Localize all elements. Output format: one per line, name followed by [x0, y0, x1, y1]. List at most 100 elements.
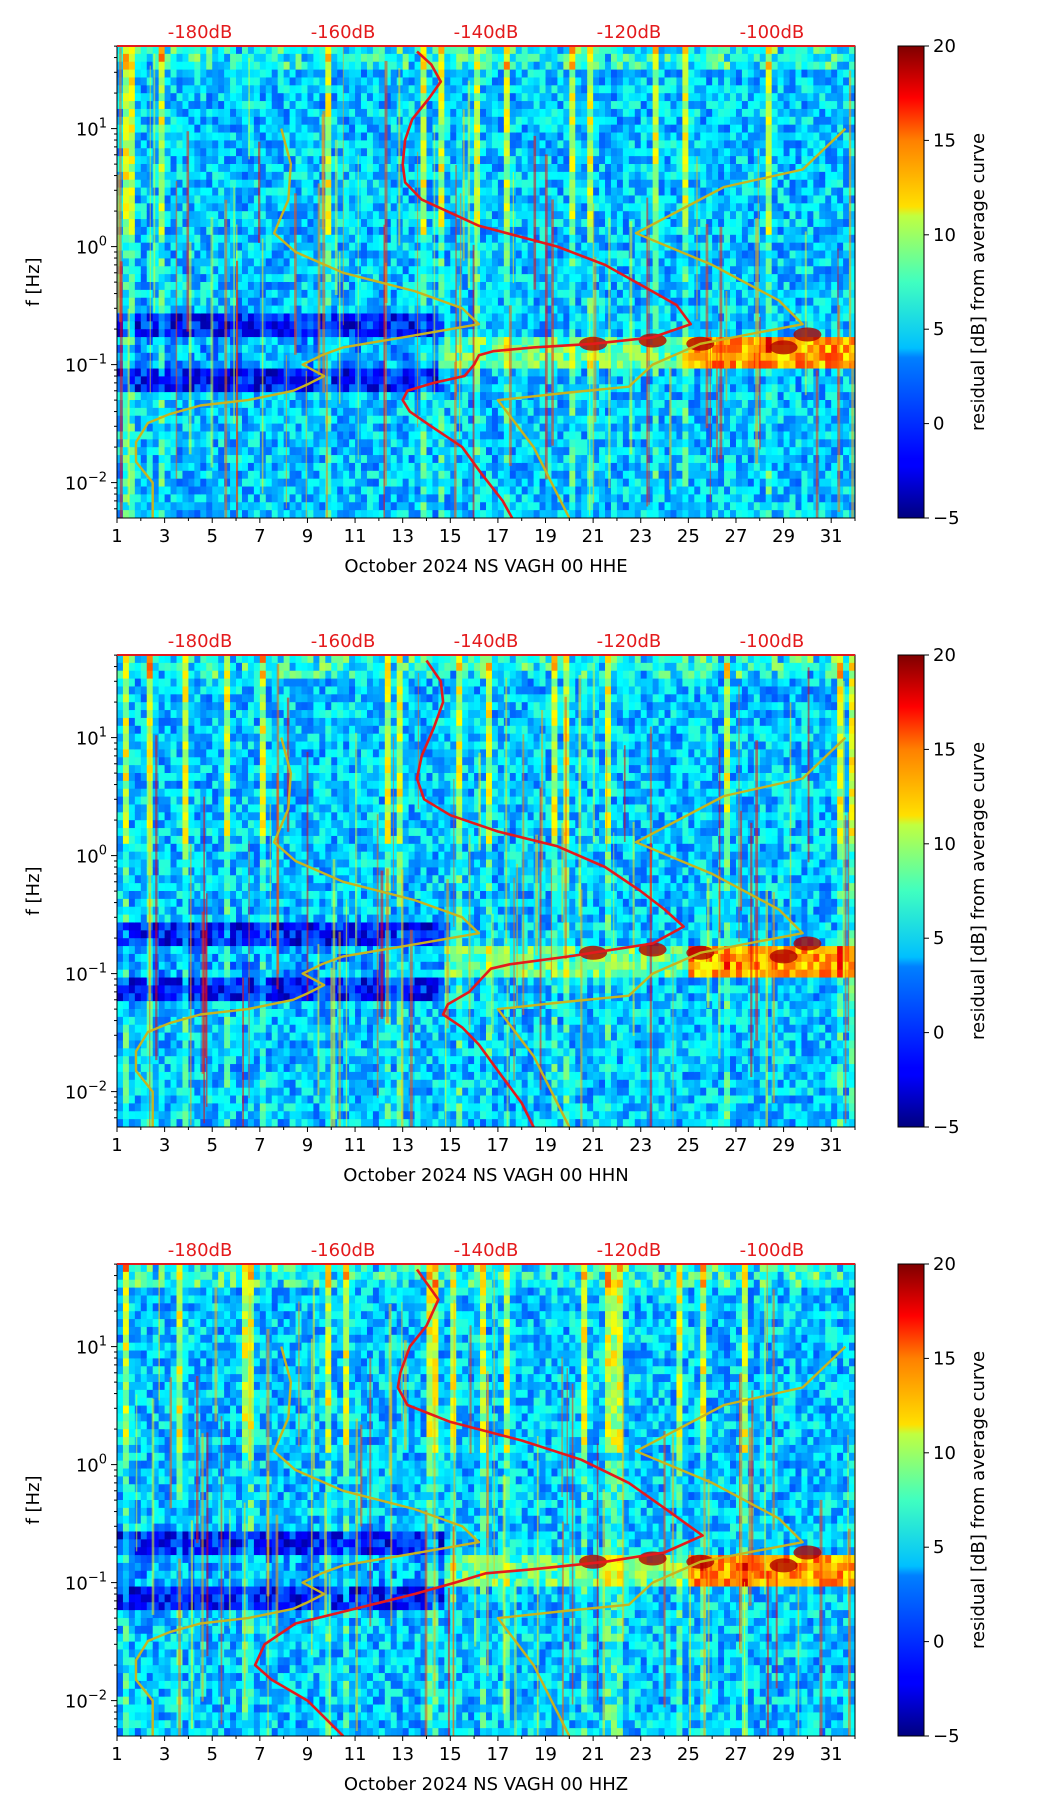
x-tick-label: 9 — [302, 526, 313, 547]
x-axis-label: October 2024 NS VAGH 00 HHZ — [344, 1774, 628, 1795]
spectrogram — [117, 1264, 855, 1736]
colorbar-tick-label: 0 — [933, 1632, 944, 1653]
colorbar-tick-label: 0 — [933, 1023, 944, 1044]
y-tick-label: 10−1 — [65, 353, 107, 377]
top-db-label: -120dB — [597, 1240, 662, 1261]
x-tick-label: 11 — [344, 1135, 367, 1156]
x-tick-label: 3 — [159, 1744, 170, 1765]
x-tick-label: 29 — [772, 526, 795, 547]
y-axis-label: f [Hz] — [23, 1475, 44, 1524]
colorbar-tick-label: 10 — [933, 834, 956, 855]
x-tick-label: 7 — [254, 1135, 265, 1156]
x-tick-label: 29 — [772, 1135, 795, 1156]
x-tick-label: 15 — [439, 1135, 462, 1156]
colorbar-tick-label: −5 — [933, 1726, 960, 1747]
y-tick-label: 10−2 — [65, 471, 107, 495]
x-tick-label: 17 — [486, 1135, 509, 1156]
top-db-label: -100dB — [740, 631, 805, 652]
y-tick-label: 101 — [76, 726, 107, 750]
x-tick-label: 7 — [254, 526, 265, 547]
x-tick-label: 13 — [391, 526, 414, 547]
colorbar-label: residual [dB] from average curve — [968, 742, 989, 1040]
colorbar-tick-label: 20 — [933, 1254, 956, 1275]
y-tick-label: 10−2 — [65, 1689, 107, 1713]
x-tick-label: 19 — [534, 1135, 557, 1156]
colorbar-tick-label: 10 — [933, 225, 956, 246]
nhnm-curve — [496, 127, 847, 518]
average-psd-curve — [401, 50, 693, 518]
x-tick-label: 9 — [302, 1744, 313, 1765]
y-axis-label: f [Hz] — [23, 866, 44, 915]
x-tick-label: 19 — [534, 1744, 557, 1765]
top-db-label: -100dB — [740, 22, 805, 43]
colorbar-tick-label: 10 — [933, 1443, 956, 1464]
x-tick-label: 17 — [486, 526, 509, 547]
colorbar-tick-label: 5 — [933, 928, 944, 949]
x-tick-label: 27 — [725, 1744, 748, 1765]
x-tick-label: 11 — [344, 526, 367, 547]
average-psd-curve — [415, 659, 685, 1127]
colorbar — [897, 45, 925, 519]
colorbar-tick-label: 20 — [933, 36, 956, 57]
top-db-label: -160dB — [311, 631, 376, 652]
nlnm-curve — [134, 737, 481, 1127]
colorbar-label: residual [dB] from average curve — [968, 133, 989, 431]
average-psd-curve — [253, 1268, 704, 1736]
panel-hhn: 1 3 5 7 9 11 13 15 17 19 21 23 25 27 29 3110−210−110010… — [23, 631, 989, 1186]
x-tick-label: 31 — [820, 526, 843, 547]
colorbar-tick-label: −5 — [933, 508, 960, 529]
x-tick-label: 23 — [629, 526, 652, 547]
x-tick-label: 29 — [772, 1744, 795, 1765]
x-tick-label: 17 — [486, 1744, 509, 1765]
colorbar-tick-label: 5 — [933, 1537, 944, 1558]
top-db-label: -140dB — [454, 1240, 519, 1261]
top-db-label: -180dB — [168, 1240, 233, 1261]
top-db-label: -180dB — [168, 631, 233, 652]
x-axis-label: October 2024 NS VAGH 00 HHN — [343, 1165, 628, 1186]
x-tick-label: 21 — [582, 1135, 605, 1156]
x-tick-label: 23 — [629, 1135, 652, 1156]
x-tick-label: 7 — [254, 1744, 265, 1765]
y-tick-label: 10−1 — [65, 962, 107, 986]
spectrogram — [117, 655, 855, 1127]
panel-hhz: 1 3 5 7 9 11 13 15 17 19 21 23 25 27 29 3110−210−110010… — [23, 1240, 989, 1795]
spectrogram — [117, 46, 855, 518]
colorbar — [897, 654, 925, 1128]
x-tick-label: 3 — [159, 1135, 170, 1156]
x-tick-label: 11 — [344, 1744, 367, 1765]
nlnm-curve — [134, 128, 481, 518]
y-tick-label: 10−2 — [65, 1080, 107, 1104]
x-tick-label: 15 — [439, 526, 462, 547]
colorbar-tick-label: 20 — [933, 645, 956, 666]
y-tick-label: 100 — [76, 844, 107, 868]
y-tick-label: 100 — [76, 235, 107, 259]
x-tick-label: 13 — [391, 1744, 414, 1765]
x-tick-label: 27 — [725, 1135, 748, 1156]
x-tick-label: 23 — [629, 1744, 652, 1765]
x-tick-label: 25 — [677, 526, 700, 547]
top-db-label: -140dB — [454, 22, 519, 43]
x-tick-label: 1 — [111, 1135, 122, 1156]
x-tick-label: 21 — [582, 1744, 605, 1765]
x-tick-label: 5 — [206, 526, 217, 547]
colorbar-tick-label: 15 — [933, 130, 956, 151]
x-tick-label: 25 — [677, 1135, 700, 1156]
x-axis-label: October 2024 NS VAGH 00 HHE — [344, 556, 627, 577]
colorbar-tick-label: 15 — [933, 739, 956, 760]
colorbar-tick-label: 15 — [933, 1348, 956, 1369]
y-tick-label: 101 — [76, 117, 107, 141]
x-tick-label: 19 — [534, 526, 557, 547]
x-tick-label: 1 — [111, 1744, 122, 1765]
x-tick-label: 5 — [206, 1744, 217, 1765]
colorbar-tick-label: 0 — [933, 414, 944, 435]
nhnm-curve — [496, 1345, 847, 1736]
top-db-label: -100dB — [740, 1240, 805, 1261]
x-tick-label: 13 — [391, 1135, 414, 1156]
x-tick-label: 31 — [820, 1135, 843, 1156]
x-tick-label: 25 — [677, 1744, 700, 1765]
x-tick-label: 3 — [159, 526, 170, 547]
x-tick-label: 9 — [302, 1135, 313, 1156]
top-db-label: -160dB — [311, 1240, 376, 1261]
top-db-label: -160dB — [311, 22, 376, 43]
